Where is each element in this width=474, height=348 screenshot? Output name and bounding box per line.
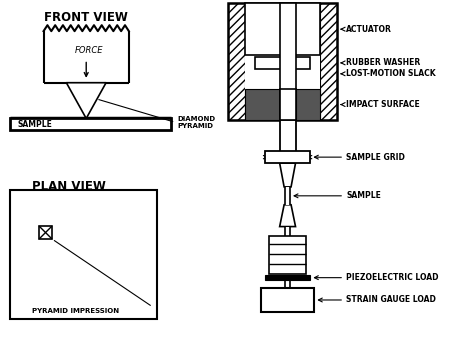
Text: PIEZOELECTRIC LOAD: PIEZOELECTRIC LOAD [346,273,438,282]
Text: LOST-MOTION SLACK: LOST-MOTION SLACK [346,69,436,78]
Bar [269,237,307,274]
Text: FORCE: FORCE [75,46,103,55]
Text: SAMPLE GRID: SAMPLE GRID [346,153,405,161]
Bar [245,89,280,120]
Text: ACTUATOR: ACTUATOR [346,25,392,34]
Bar [320,3,337,120]
Text: STRAIN GAUGE LOAD: STRAIN GAUGE LOAD [346,295,436,304]
Bar [10,190,156,319]
Polygon shape [66,83,106,118]
Polygon shape [280,163,295,187]
Text: DIAMOND
PYRAMID: DIAMOND PYRAMID [177,116,216,129]
Bar [285,187,290,205]
Text: SAMPLE: SAMPLE [18,120,53,129]
Bar [265,275,310,280]
Bar [245,3,320,55]
Bar [261,288,314,312]
Text: PYRAMID IMPRESSION: PYRAMID IMPRESSION [32,308,119,314]
Text: FRONT VIEW: FRONT VIEW [44,11,128,24]
Text: SAMPLE: SAMPLE [346,191,381,200]
Bar [280,3,295,120]
Bar [285,280,290,288]
Text: RUBBER WASHER: RUBBER WASHER [346,58,420,68]
Bar [228,3,337,120]
Bar [228,3,245,120]
Bar [285,227,290,237]
Bar [265,151,310,163]
Polygon shape [280,205,295,227]
Bar [10,118,171,130]
Bar [255,57,310,69]
Bar [295,89,320,120]
Text: IMPACT SURFACE: IMPACT SURFACE [346,100,420,109]
Text: PLAN VIEW: PLAN VIEW [32,180,106,193]
Bar [280,89,295,120]
Bar [245,3,320,120]
Bar [280,120,295,156]
Bar [39,226,52,239]
